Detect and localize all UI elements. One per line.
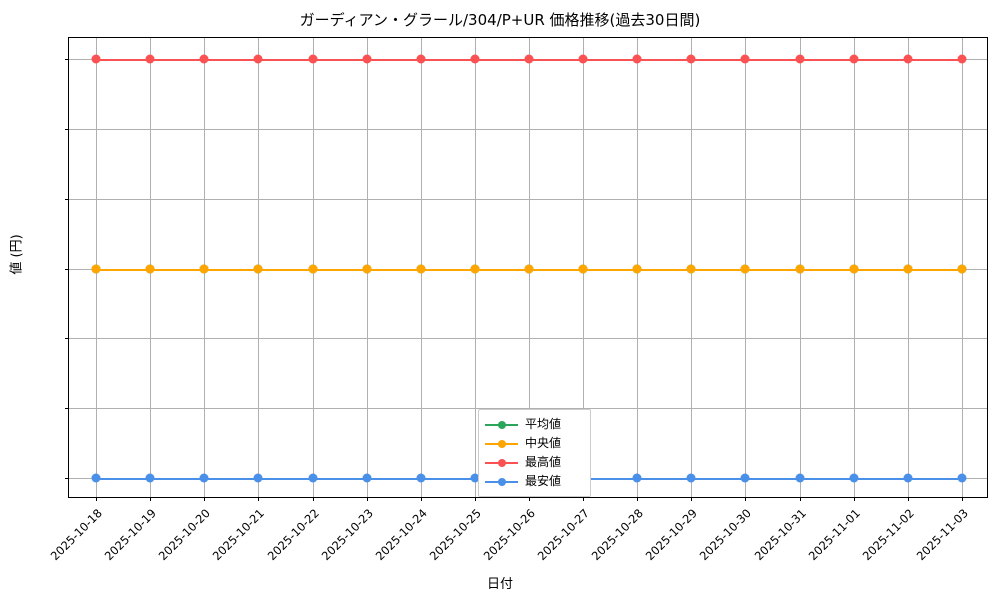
data-point-marker: [795, 264, 805, 273]
legend-item[interactable]: 平均値: [485, 415, 584, 434]
x-tick-mark: [637, 497, 639, 501]
y-axis-label: 値 (円): [9, 234, 25, 275]
data-point-marker: [632, 473, 642, 483]
y-tick-mark: [65, 268, 69, 270]
data-point-marker: [740, 54, 750, 64]
y-gridline: [69, 408, 987, 410]
data-point-marker: [849, 264, 859, 273]
data-point-marker: [308, 54, 318, 64]
legend-label: 平均値: [525, 417, 562, 431]
data-point-marker: [199, 54, 209, 64]
x-tick-mark: [150, 497, 152, 501]
data-point-marker: [91, 54, 101, 64]
data-point-marker: [957, 54, 967, 64]
legend-swatch-icon: [485, 476, 518, 488]
data-point-marker: [849, 473, 859, 483]
y-gridline: [69, 198, 987, 200]
data-point-marker: [362, 473, 372, 483]
data-point-marker: [253, 473, 263, 483]
x-tick-mark: [258, 497, 260, 501]
x-tick-mark: [583, 497, 585, 501]
y-tick-mark: [65, 198, 69, 200]
x-axis-label: 日付: [486, 577, 513, 592]
x-tick-mark: [474, 497, 476, 501]
data-point-marker: [957, 473, 967, 483]
legend-label: 最高値: [525, 455, 562, 469]
chart-legend[interactable]: 平均値中央値最高値最安値: [478, 409, 591, 497]
x-tick-mark: [420, 497, 422, 501]
data-point-marker: [903, 473, 913, 483]
data-point-marker: [145, 54, 155, 64]
data-point-marker: [91, 264, 101, 273]
x-tick-mark: [961, 497, 963, 501]
data-point-marker: [903, 54, 913, 64]
y-tick-mark: [65, 408, 69, 410]
data-point-marker: [470, 54, 480, 64]
data-point-marker: [308, 473, 318, 483]
x-tick-mark: [799, 497, 801, 501]
data-point-marker: [578, 264, 588, 273]
data-point-marker: [416, 54, 426, 64]
data-point-marker: [199, 264, 209, 273]
data-point-marker: [903, 264, 913, 273]
legend-label: 中央値: [525, 436, 562, 450]
data-point-marker: [632, 54, 642, 64]
data-point-marker: [145, 473, 155, 483]
legend-item[interactable]: 最安値: [485, 472, 584, 491]
data-point-marker: [308, 264, 318, 273]
data-point-marker: [686, 473, 696, 483]
y-tick-mark: [65, 338, 69, 340]
legend-item[interactable]: 最高値: [485, 453, 584, 472]
legend-item[interactable]: 中央値: [485, 434, 584, 453]
x-tick-mark: [529, 497, 530, 501]
y-gridline: [69, 338, 987, 340]
data-point-marker: [362, 54, 372, 64]
data-point-marker: [740, 264, 750, 273]
data-point-marker: [795, 473, 805, 483]
x-tick-mark: [366, 497, 368, 501]
x-tick-mark: [96, 497, 98, 501]
y-tick-mark: [65, 58, 69, 60]
data-point-marker: [416, 264, 426, 273]
data-point-marker: [849, 54, 859, 64]
legend-label: 最安値: [525, 474, 562, 488]
data-point-marker: [632, 264, 642, 273]
legend-swatch-icon: [485, 438, 518, 450]
y-tick-mark: [65, 478, 69, 480]
x-tick-mark: [204, 497, 206, 501]
legend-swatch-icon: [485, 419, 518, 431]
data-point-marker: [145, 264, 155, 273]
data-point-marker: [199, 473, 209, 483]
data-point-marker: [253, 54, 263, 64]
data-point-marker: [686, 54, 696, 64]
data-point-marker: [524, 264, 534, 273]
data-point-marker: [253, 264, 263, 273]
x-tick-mark: [312, 497, 314, 501]
x-tick-mark: [853, 497, 855, 501]
data-point-marker: [578, 54, 588, 64]
x-tick-mark: [691, 497, 693, 501]
y-tick-mark: [65, 128, 69, 130]
data-point-marker: [416, 473, 426, 483]
data-point-marker: [524, 54, 534, 64]
data-point-marker: [91, 473, 101, 483]
data-point-marker: [795, 54, 805, 64]
data-point-marker: [957, 264, 967, 273]
x-tick-mark: [907, 497, 909, 501]
y-gridline: [69, 128, 987, 130]
data-point-marker: [470, 264, 480, 273]
data-point-marker: [362, 264, 372, 273]
data-point-marker: [740, 473, 750, 483]
data-point-marker: [470, 473, 480, 483]
x-tick-mark: [745, 497, 747, 501]
legend-swatch-icon: [485, 457, 518, 469]
data-point-marker: [686, 264, 696, 273]
chart-title: ガーディアン・グラール/304/P+UR 価格推移(過去30日間): [299, 11, 701, 29]
